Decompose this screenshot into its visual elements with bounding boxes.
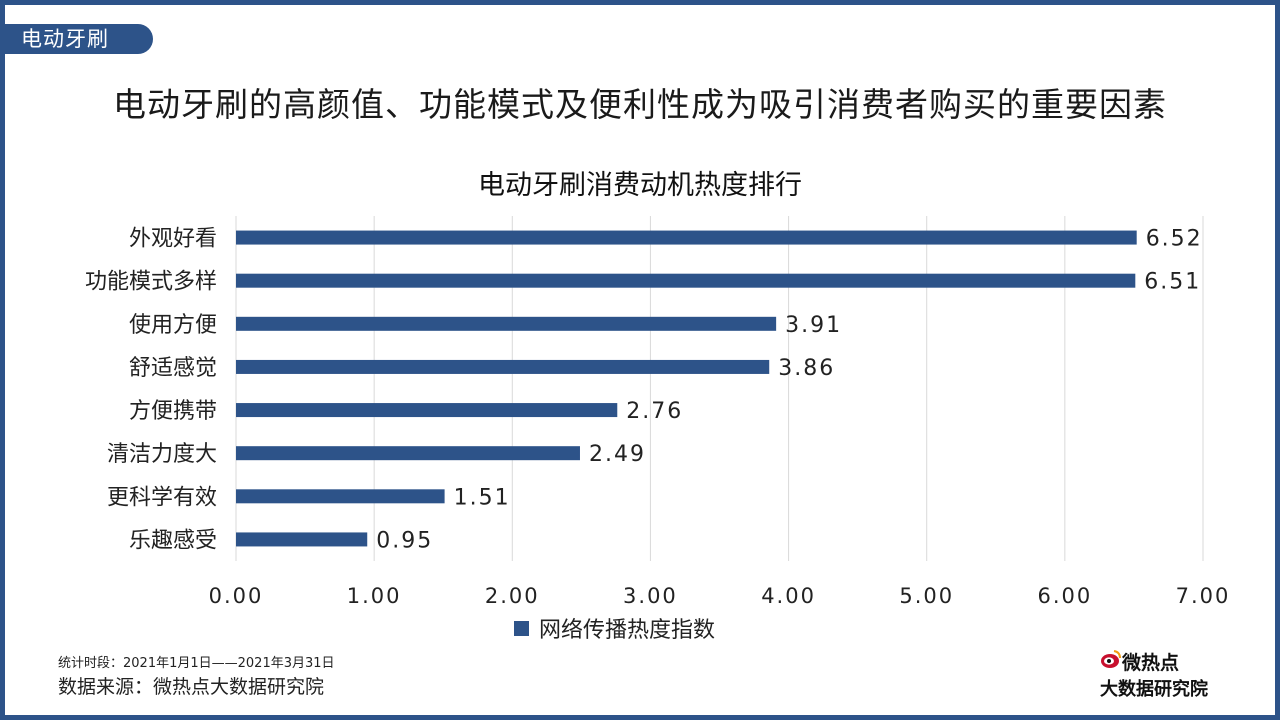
bar <box>236 230 1137 245</box>
category-label: 功能模式多样 <box>85 270 217 295</box>
x-tick-label: 0.00 <box>209 584 264 608</box>
page-headline: 电动牙刷的高颜值、功能模式及便利性成为吸引消费者购买的重要因素 <box>113 85 1167 124</box>
weibo-eye-icon <box>1101 650 1121 668</box>
value-label: 6.51 <box>1144 270 1201 295</box>
category-label: 乐趣感受 <box>129 528 217 553</box>
bar <box>236 316 777 331</box>
x-tick-label: 4.00 <box>761 584 816 608</box>
x-tick-label: 6.00 <box>1037 584 1092 608</box>
category-label: 更科学有效 <box>107 485 217 510</box>
logo-bottom-text: 大数据研究院 <box>1100 679 1208 700</box>
value-label: 3.86 <box>778 356 835 381</box>
bar <box>236 532 368 547</box>
bar <box>236 403 618 418</box>
labels-layer: 外观好看 6.52 功能模式多样 6.51 使用方便 3.91 舒适感觉 3.86 方便携带 2.… <box>85 227 1203 554</box>
x-tick-label: 3.00 <box>623 584 678 608</box>
legend-label: 网络传播热度指数 <box>539 618 715 643</box>
chart-legend: 网络传播热度指数 <box>514 618 715 643</box>
bars-layer <box>236 230 1137 547</box>
footer-period: 统计时段：2021年1月1日——2021年3月31日 <box>58 656 335 671</box>
x-tick-label: 5.00 <box>899 584 954 608</box>
value-label: 2.49 <box>589 442 646 467</box>
value-label: 3.91 <box>785 313 842 338</box>
bar <box>236 273 1136 288</box>
chart-title: 电动牙刷消费动机热度排行 <box>478 170 802 201</box>
brand-logo: 微热点 大数据研究院 <box>1100 648 1240 700</box>
category-label: 方便携带 <box>129 399 217 424</box>
value-label: 1.51 <box>454 485 511 510</box>
grid-layer: 0.00 1.00 2.00 3.00 4.00 5.00 6.00 7.00 <box>209 216 1231 608</box>
x-tick-label: 7.00 <box>1176 584 1231 608</box>
value-label: 2.76 <box>626 399 683 424</box>
category-label: 外观好看 <box>129 227 217 252</box>
bar <box>236 489 445 504</box>
section-tag: 电动牙刷 <box>5 24 153 54</box>
bar <box>236 446 580 461</box>
x-tick-label: 1.00 <box>347 584 402 608</box>
category-label: 舒适感觉 <box>129 356 217 381</box>
bar <box>236 359 770 374</box>
x-tick-label: 2.00 <box>485 584 540 608</box>
footer-source: 数据来源：微热点大数据研究院 <box>58 676 325 698</box>
value-label: 0.95 <box>376 528 433 553</box>
legend-swatch <box>514 621 529 636</box>
value-label: 6.52 <box>1146 227 1203 252</box>
logo-top-text: 微热点 <box>1122 652 1180 674</box>
category-label: 使用方便 <box>129 313 217 338</box>
category-label: 清洁力度大 <box>107 442 217 467</box>
